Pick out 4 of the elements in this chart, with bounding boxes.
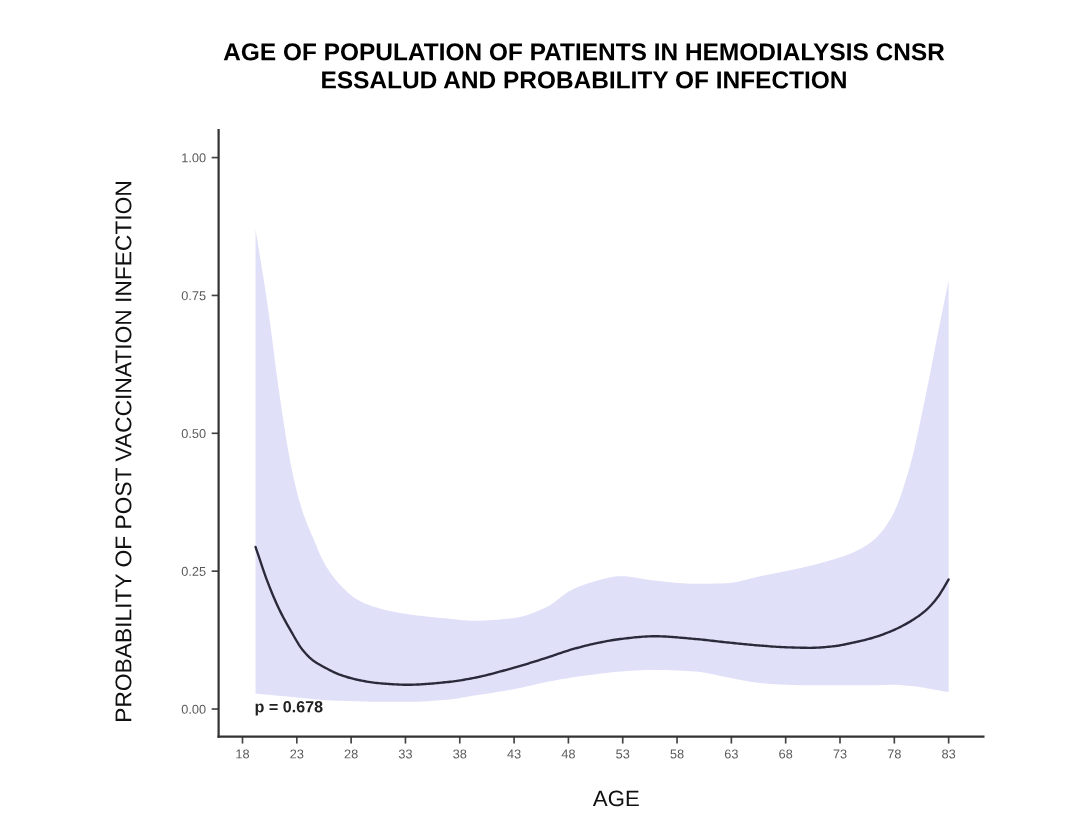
annotation: p = 0.678 [255, 701, 323, 716]
x-axis-title: AGE [592, 790, 639, 807]
y-axis-title: PROBABILITY OF POST VACCINATION INFECTION [115, 182, 132, 721]
chart-title: AGE OF POPULATION OF PATIENTS IN HEMODIALYSIS CNSR ESSALUD AND PROBABILITY OF INFECTION [223, 43, 945, 89]
